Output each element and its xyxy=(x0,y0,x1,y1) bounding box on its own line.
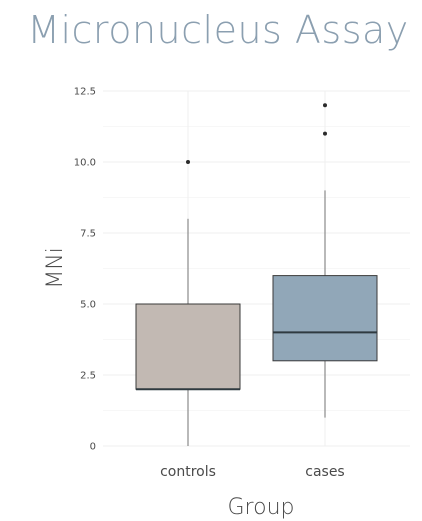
grid-lines xyxy=(103,90,410,447)
y-tick-label: 2.5 xyxy=(80,371,96,382)
y-tick-label: 7.5 xyxy=(80,229,96,240)
y-axis-ticks: 0 2.5 5.0 7.5 10.0 12.5 xyxy=(74,87,96,453)
box-cases xyxy=(272,103,378,418)
y-tick-label: 10.0 xyxy=(74,158,96,169)
x-tick-label: cases xyxy=(305,464,344,480)
outlier-point xyxy=(323,131,327,136)
y-tick-label: 5.0 xyxy=(80,300,96,311)
box-iqr xyxy=(272,275,378,362)
chart-title: Micronucleus Assay xyxy=(27,8,409,52)
y-tick-label: 12.5 xyxy=(74,87,96,98)
y-tick-label: 0 xyxy=(90,442,96,453)
boxes xyxy=(135,103,378,446)
x-axis-title: Group xyxy=(228,495,295,520)
box-iqr xyxy=(135,303,241,390)
x-tick-label: controls xyxy=(160,464,216,480)
outlier-point xyxy=(323,103,327,108)
x-axis-ticks: controls cases xyxy=(160,464,345,480)
outlier-point xyxy=(186,160,190,164)
y-axis-title: MNi xyxy=(43,247,68,289)
box-controls xyxy=(135,160,241,446)
